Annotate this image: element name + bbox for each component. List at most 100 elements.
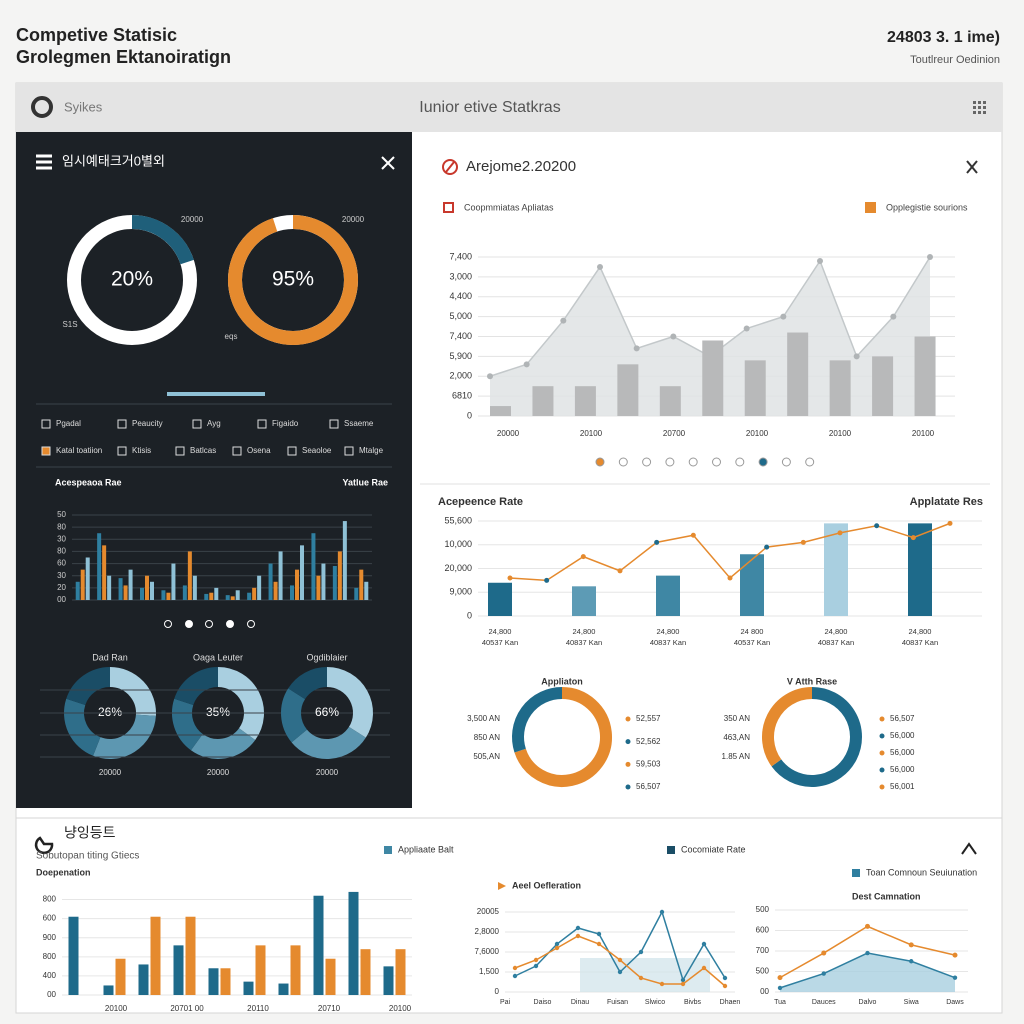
collapse-icon[interactable] <box>961 842 977 855</box>
band <box>580 958 710 992</box>
page-dot[interactable] <box>712 457 721 467</box>
page-dot[interactable] <box>735 457 745 467</box>
x-tick-label: 20710 <box>318 1004 341 1013</box>
point <box>659 981 665 987</box>
point <box>523 361 530 368</box>
legend-icon <box>175 446 185 456</box>
y-tick-label: 600 <box>43 914 57 923</box>
point <box>701 941 707 947</box>
ring-title: Dad Ran <box>92 652 128 662</box>
y-tick-label: 5,000 <box>449 311 472 321</box>
point <box>617 957 623 963</box>
page-dot[interactable] <box>164 620 172 628</box>
bar <box>325 958 336 995</box>
page-subtitle: Grolegmen Ektanoiratign <box>16 47 231 67</box>
legend-icon <box>287 446 297 456</box>
point <box>821 950 827 956</box>
legend-dot <box>625 716 631 722</box>
point <box>722 975 728 981</box>
y-tick-label: 2,000 <box>449 371 472 381</box>
y-tick-label: 00 <box>57 595 66 604</box>
donut-left-label: 1.85 AN <box>722 752 751 761</box>
donut-right-label: 52,562 <box>636 737 661 746</box>
donut-right-label: 52,557 <box>636 714 661 723</box>
bar <box>659 386 681 416</box>
page-dot[interactable] <box>618 457 628 467</box>
page-dot[interactable] <box>642 457 652 467</box>
point <box>617 568 623 574</box>
x-tick-label: 40837 Kan <box>818 638 854 647</box>
point <box>575 933 581 939</box>
y-tick-label: 7,400 <box>449 331 472 341</box>
y-tick-label: 5,900 <box>449 351 472 361</box>
page-dot[interactable] <box>595 457 605 467</box>
x-tick-label: 24,800 <box>909 627 932 636</box>
window-title: Iunior etive Statkras <box>419 99 560 116</box>
legend-label: Opplegistie sourions <box>886 202 968 212</box>
legend-icon <box>257 419 267 429</box>
gauge-arc <box>131 215 194 265</box>
y-tick-label: 60 <box>57 559 66 568</box>
bar <box>68 916 79 995</box>
donut-right-label: 56,001 <box>890 782 915 791</box>
ring-segment <box>66 667 111 706</box>
point <box>743 325 750 332</box>
grid-icon[interactable] <box>973 101 986 114</box>
y-tick-label: 20 <box>57 583 66 592</box>
y-tick-label: 600 <box>756 926 770 935</box>
page-dot[interactable] <box>781 457 791 467</box>
legend-label: Osena <box>247 446 271 455</box>
ring-foot: 20000 <box>99 768 122 777</box>
bar <box>150 916 161 995</box>
page-dot[interactable] <box>665 457 675 467</box>
close-icon[interactable] <box>381 156 395 170</box>
donut-title: V Atth Rase <box>787 676 837 686</box>
expand-icon[interactable] <box>966 160 978 174</box>
point <box>544 577 550 583</box>
legend-swatch <box>667 846 675 854</box>
bar <box>364 581 369 600</box>
page-dot[interactable] <box>226 620 234 628</box>
page-dot[interactable] <box>247 620 255 628</box>
x-tick-label: 20100 <box>580 429 603 438</box>
point <box>722 983 728 989</box>
gauge-corner: 20000 <box>342 215 365 224</box>
legend-dot <box>879 784 885 790</box>
app-icon[interactable] <box>31 96 53 118</box>
ring-segment <box>172 698 204 751</box>
menu-icon[interactable] <box>36 154 52 170</box>
bar <box>128 569 133 600</box>
page-dot[interactable] <box>185 620 193 628</box>
page-dot[interactable] <box>205 620 213 628</box>
y-tick-label: 500 <box>756 905 770 914</box>
x-tick-label: Dhaen <box>720 999 741 1006</box>
x-tick-label: 20110 <box>247 1004 269 1013</box>
point <box>909 959 914 964</box>
y-tick-label: 0 <box>495 987 500 996</box>
x-tick-label: Pai <box>500 999 511 1006</box>
legend-swatch <box>443 202 454 213</box>
point <box>638 949 644 955</box>
ring-foot: 20000 <box>316 768 339 777</box>
meta-sub: Toutlreur Oedinion <box>910 54 1000 66</box>
page-dot[interactable] <box>805 457 815 467</box>
ring-segment <box>217 667 264 741</box>
bar <box>787 332 809 416</box>
y-tick-label: 80 <box>57 547 66 556</box>
meta: 24803 3. 1 ime) <box>887 29 1000 46</box>
legend-icon <box>117 419 127 429</box>
page-dot[interactable] <box>758 457 768 467</box>
donut-left-label: 505,AN <box>473 752 500 761</box>
page-dot[interactable] <box>688 457 698 467</box>
y-tick-label: 700 <box>756 946 770 955</box>
y-tick-label: 9,000 <box>449 587 472 597</box>
gauge-label: 95% <box>272 268 314 291</box>
point <box>947 520 953 526</box>
x-tick-label: 20100 <box>829 429 852 438</box>
x-tick-label: Tua <box>774 999 786 1006</box>
bar <box>532 386 554 416</box>
legend-icon <box>192 419 202 429</box>
x-tick-label: Fuisan <box>607 999 628 1006</box>
point <box>777 985 783 991</box>
